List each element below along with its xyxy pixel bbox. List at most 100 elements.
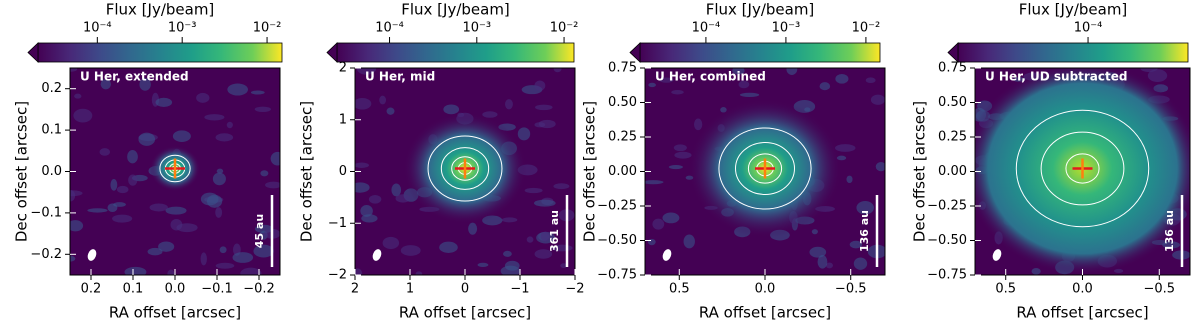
contour xyxy=(735,142,795,195)
noise xyxy=(647,238,656,246)
noise xyxy=(196,92,210,103)
noise xyxy=(70,255,76,262)
noise xyxy=(379,95,387,105)
noise xyxy=(254,106,272,112)
panel-title: U Her, UD subtracted xyxy=(985,70,1127,84)
noise xyxy=(232,252,254,263)
contour xyxy=(1040,131,1125,206)
y-tick-label: 0.75 xyxy=(938,61,967,76)
noise xyxy=(825,262,833,269)
colorbar-label: Flux [Jy/beam] xyxy=(706,1,815,19)
colorbar xyxy=(639,42,881,63)
noise xyxy=(668,164,683,170)
noise xyxy=(694,118,703,131)
noise xyxy=(70,190,83,197)
noise xyxy=(361,214,378,223)
colorbar-tick-label: 10⁻³ xyxy=(168,21,197,36)
noise xyxy=(1031,268,1041,275)
noise xyxy=(360,205,373,217)
y-tick-label: −0.50 xyxy=(597,233,637,248)
noise xyxy=(147,247,163,256)
noise xyxy=(415,271,423,275)
x-axis-label: RA offset [arcsec] xyxy=(1016,304,1148,322)
y-tick-label: −0.2 xyxy=(30,247,62,262)
noise xyxy=(553,183,570,190)
y-tick-label: 0.50 xyxy=(938,95,967,110)
y-tick-label: 0 xyxy=(339,164,347,179)
noise xyxy=(683,234,695,249)
colorbar-label: Flux [Jy/beam] xyxy=(401,1,510,19)
noise xyxy=(540,231,551,242)
noise xyxy=(200,192,219,206)
y-axis-label: Dec offset [arcsec] xyxy=(581,101,599,242)
x-tick-label: −0.1 xyxy=(201,282,233,297)
noise xyxy=(73,108,93,123)
y-tick-label: −0.25 xyxy=(597,199,637,214)
panel-title: U Her, combined xyxy=(655,70,766,84)
noise xyxy=(875,162,885,172)
image: 361 au U Her, mid xyxy=(355,68,575,275)
colorbar xyxy=(37,42,283,63)
y-tick-label: 0.50 xyxy=(608,95,637,110)
colorbar-label: Flux [Jy/beam] xyxy=(1019,1,1128,19)
noise xyxy=(534,122,546,128)
x-tick-label: −0.5 xyxy=(1143,282,1175,297)
noise xyxy=(138,132,156,146)
contour xyxy=(159,154,191,183)
noise xyxy=(517,127,531,141)
noise xyxy=(503,250,512,257)
noise xyxy=(1140,68,1158,73)
noise xyxy=(553,68,562,73)
y-tick-label: 0.1 xyxy=(41,123,62,138)
noise xyxy=(674,151,692,159)
noise xyxy=(368,194,382,204)
image: 136 au U Her, combined xyxy=(645,68,885,275)
noise xyxy=(834,144,856,152)
noise xyxy=(738,80,750,89)
scale-bar-label: 361 au xyxy=(548,210,561,252)
x-axis-label: RA offset [arcsec] xyxy=(109,304,241,322)
noise xyxy=(732,68,745,75)
panel: Flux [Jy/beam] 10⁻⁴ 10⁻³ 10⁻² 136 au U Her, c… xyxy=(581,1,886,322)
x-tick-label: −0.2 xyxy=(243,282,275,297)
noise xyxy=(204,114,225,121)
panel: Flux [Jy/beam] 10⁻⁴ 136 au U Her, UD subtra… xyxy=(911,1,1191,322)
noise xyxy=(270,151,280,166)
noise xyxy=(116,185,129,194)
noise xyxy=(219,246,227,254)
contour xyxy=(747,153,783,184)
x-tick-label: 2 xyxy=(351,282,359,297)
noise xyxy=(149,203,168,212)
noise xyxy=(215,262,235,269)
contour xyxy=(1065,153,1100,184)
beam xyxy=(372,249,382,261)
scale-bar-label: 136 au xyxy=(858,210,871,252)
noise xyxy=(253,244,274,258)
noise xyxy=(70,220,84,232)
colorbar xyxy=(957,42,1189,63)
noise xyxy=(382,236,400,250)
x-tick-label: 0.0 xyxy=(165,282,186,297)
colorbar-extend xyxy=(947,42,959,63)
noise xyxy=(250,90,265,95)
noise xyxy=(139,77,151,91)
noise xyxy=(443,104,460,115)
beam xyxy=(87,249,97,261)
colorbar-extend xyxy=(27,42,39,63)
x-tick-label: 0 xyxy=(461,282,469,297)
y-tick-label: 0.25 xyxy=(938,130,967,145)
noise xyxy=(526,236,534,243)
x-tick-label: 0.1 xyxy=(123,282,144,297)
noise xyxy=(534,199,556,207)
noise xyxy=(500,265,521,275)
noise xyxy=(110,178,118,191)
colorbar-tick-label: 10⁻⁴ xyxy=(375,21,404,36)
noise xyxy=(74,93,82,99)
y-tick-label: 0.75 xyxy=(608,61,637,76)
y-axis-label: Dec offset [arcsec] xyxy=(298,101,316,242)
noise xyxy=(505,99,513,110)
colorbar-tick-label: 10⁻³ xyxy=(462,21,491,36)
noise xyxy=(167,269,175,275)
noise xyxy=(853,257,868,270)
noise xyxy=(468,222,478,235)
